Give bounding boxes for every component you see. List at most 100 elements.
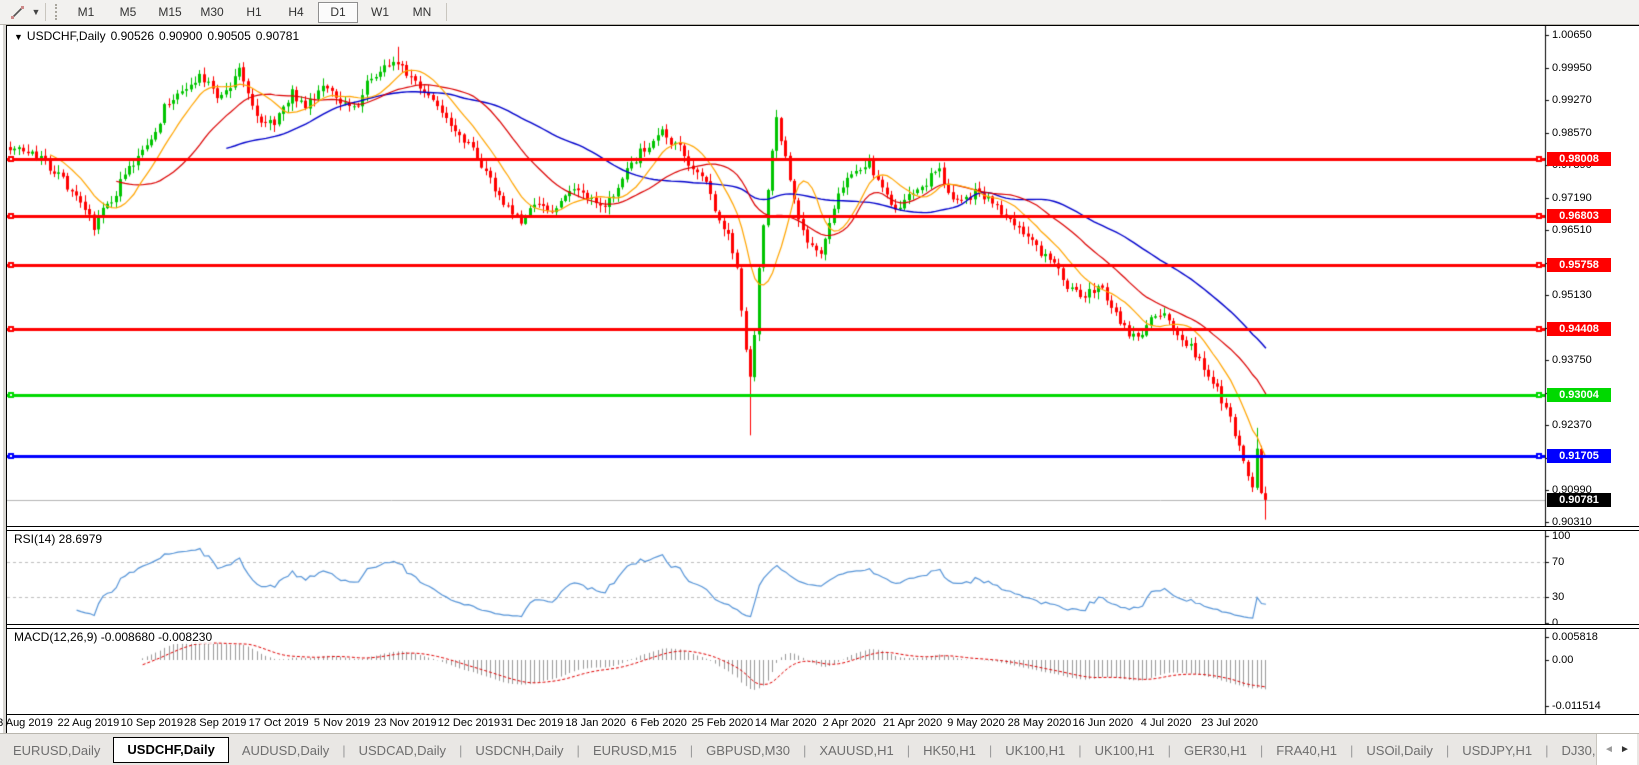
hline-price-badge: 0.91705 <box>1547 449 1611 464</box>
date-label: 3 Aug 2019 <box>0 717 53 729</box>
date-label: 14 Mar 2020 <box>754 717 817 729</box>
date-label: 22 Aug 2019 <box>57 717 120 729</box>
rsi-panel-splitter[interactable] <box>7 526 1639 531</box>
chart-tab-usdcnh-daily[interactable]: USDCNH,Daily <box>475 743 564 758</box>
chart-tab-audusd-daily[interactable]: AUDUSD,Daily <box>241 743 330 758</box>
tab-separator: | <box>342 743 346 758</box>
date-label: 6 Feb 2020 <box>631 717 687 729</box>
date-label: 5 Nov 2019 <box>313 717 371 729</box>
tab-separator: | <box>1545 743 1549 758</box>
date-label: 23 Nov 2019 <box>374 717 437 729</box>
ohlc-close: 0.90781 <box>255 29 300 43</box>
bid-price-badge: 0.90781 <box>1547 492 1611 507</box>
chart-tab-uk100-h1[interactable]: UK100,H1 <box>1094 743 1155 758</box>
rsi-indicator-label: RSI(14) 28.6979 <box>12 532 105 546</box>
macd-tick-label: -0.011514 <box>1552 699 1601 712</box>
date-label: 4 Jul 2020 <box>1140 717 1192 729</box>
macd-indicator-label: MACD(12,26,9) -0.008680 -0.008230 <box>12 630 215 644</box>
tab-separator: | <box>1167 743 1172 758</box>
ohlc-high: 0.90900 <box>159 29 203 43</box>
timeframe-button-m5[interactable]: M5 <box>119 4 137 19</box>
line-drawing-tool-icon[interactable] <box>4 2 30 22</box>
price-tick-label: 0.92370 <box>1552 418 1592 431</box>
toolbar-grip-handle[interactable] <box>55 4 61 20</box>
scroll-tabs-right-icon[interactable]: ► <box>1620 744 1630 755</box>
chart-symbol: USDCHF,Daily <box>26 29 106 43</box>
toolbar-separator <box>45 3 46 21</box>
price-chart-canvas[interactable] <box>7 26 1639 733</box>
tab-scroll-arrows: ◄ ► <box>1596 734 1637 765</box>
hline-price-badge: 0.93004 <box>1547 388 1611 403</box>
price-tick-label: 0.97190 <box>1552 191 1592 204</box>
price-tick-label: 0.90310 <box>1552 516 1592 528</box>
hline-price-badge: 0.94408 <box>1547 321 1611 336</box>
chart-window: ▼ USDCHF,Daily 0.90526 0.90900 0.90505 0.9078… <box>0 25 1639 734</box>
macd-panel-splitter[interactable] <box>7 624 1639 629</box>
date-label: 10 Sep 2019 <box>120 717 183 729</box>
scroll-tabs-left-icon[interactable]: ◄ <box>1604 744 1614 755</box>
price-tick-label: 0.96510 <box>1552 223 1592 236</box>
chart-tab-usdchf-daily[interactable]: USDCHF,Daily <box>113 737 229 763</box>
hline-price-badge: 0.95758 <box>1547 258 1611 273</box>
price-tick-label: 0.99270 <box>1552 93 1592 106</box>
chevron-down-icon[interactable]: ▼ <box>31 7 41 17</box>
date-label: 9 May 2020 <box>947 717 1005 729</box>
date-label: 17 Oct 2019 <box>248 717 309 729</box>
time-axis-line <box>7 714 1639 715</box>
tab-separator: | <box>906 743 911 758</box>
timeframe-button-h1[interactable]: H1 <box>246 4 262 19</box>
date-label: 21 Apr 2020 <box>882 717 943 729</box>
date-label: 12 Dec 2019 <box>437 717 500 729</box>
date-label: 25 Feb 2020 <box>691 717 754 729</box>
chart-tab-eurusd-m15[interactable]: EURUSD,M15 <box>592 743 677 758</box>
price-tick-label: 1.00650 <box>1552 29 1592 41</box>
tab-separator: | <box>459 743 463 758</box>
tab-separator: | <box>802 743 807 758</box>
timeframe-button-m1[interactable]: M1 <box>77 4 95 19</box>
chart-tab-xauusd-h1[interactable]: XAUUSD,H1 <box>819 743 894 758</box>
chart-tab-ger30-h1[interactable]: GER30,H1 <box>1184 743 1247 758</box>
tab-separator: | <box>1350 743 1354 758</box>
macd-tick-label: 0.005818 <box>1552 631 1598 643</box>
chart-tab-fra40-h1[interactable]: FRA40,H1 <box>1276 743 1337 758</box>
tab-separator: | <box>576 743 580 758</box>
chart-tab-gbpusd-m30[interactable]: GBPUSD,M30 <box>706 743 790 758</box>
timeframe-button-d1[interactable]: D1 <box>318 1 358 23</box>
date-label: 2 Apr 2020 <box>822 717 876 729</box>
macd-tick-label: 0.00 <box>1552 654 1574 666</box>
ohlc-open: 0.90526 <box>110 29 154 43</box>
timeframe-button-m30[interactable]: M30 <box>200 4 224 19</box>
timeframe-buttons: M1 M5 M15 M30 H1 H4 D1 W1 MN <box>65 1 443 23</box>
timeframe-button-h4[interactable]: H4 <box>288 4 304 19</box>
tab-separator: | <box>1259 743 1264 758</box>
timeframe-button-m15[interactable]: M15 <box>158 4 182 19</box>
chart-tab-usdjpy-h1[interactable]: USDJPY,H1 <box>1462 743 1533 758</box>
tab-separator: | <box>988 743 993 758</box>
chart-tab-uk100-h1[interactable]: UK100,H1 <box>1005 743 1066 758</box>
periodicity-toolbar: ▼ M1 M5 M15 M30 H1 H4 D1 W1 MN <box>0 0 1639 25</box>
date-label: 31 Dec 2019 <box>500 717 564 729</box>
tab-separator: | <box>689 743 694 758</box>
tab-separator: | <box>1078 743 1082 758</box>
rsi-tick-label: 70 <box>1552 556 1565 569</box>
hline-price-badge: 0.98008 <box>1547 152 1611 167</box>
ohlc-low: 0.90505 <box>207 29 251 43</box>
timeframe-button-mn[interactable]: MN <box>412 4 432 19</box>
toolbar-separator <box>446 3 447 21</box>
date-label: 28 May 2020 <box>1007 717 1072 729</box>
date-label: 23 Jul 2020 <box>1201 717 1259 729</box>
chart-tab-bar: EURUSD,Daily USDCHF,Daily AUDUSD,Daily | USD… <box>0 733 1639 765</box>
chart-tab-eurusd-daily[interactable]: EURUSD,Daily <box>13 743 101 758</box>
chart-tab-hk50-h1[interactable]: HK50,H1 <box>923 743 976 758</box>
chart-tab-usdcad-daily[interactable]: USDCAD,Daily <box>358 743 447 758</box>
collapse-triangle-icon[interactable]: ▼ <box>14 32 23 42</box>
price-tick-label: 0.99950 <box>1552 61 1592 74</box>
date-label: 28 Sep 2019 <box>183 717 247 729</box>
price-tick-label: 0.93750 <box>1552 353 1592 366</box>
price-tick-label: 0.95130 <box>1552 288 1592 301</box>
chart-tab-usoil-daily[interactable]: USOil,Daily <box>1366 743 1433 758</box>
rsi-tick-label: 100 <box>1552 530 1571 542</box>
timeframe-button-w1[interactable]: W1 <box>371 4 389 19</box>
tab-separator: | <box>1445 743 1450 758</box>
